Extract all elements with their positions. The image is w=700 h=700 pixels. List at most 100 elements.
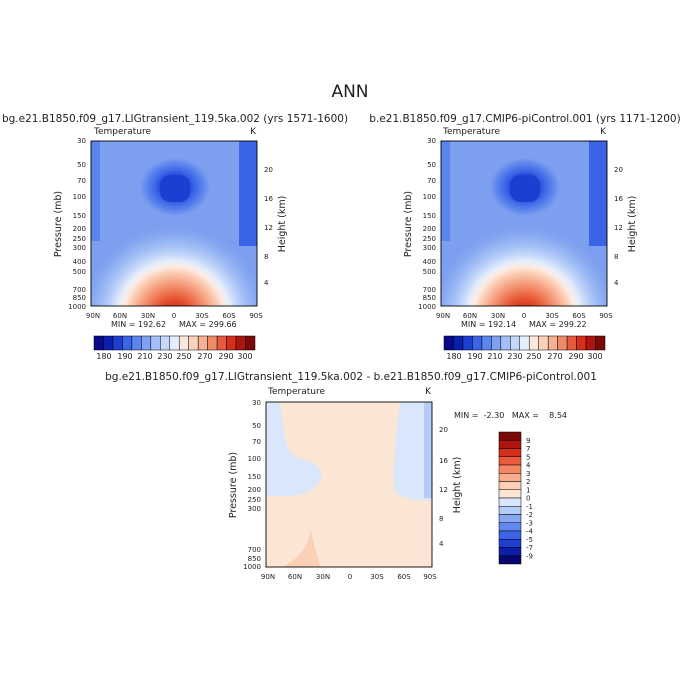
x-tick: 30S bbox=[370, 573, 384, 581]
y-tick: 250 bbox=[423, 235, 436, 243]
y-tick: 500 bbox=[73, 268, 86, 276]
y-tick: 200 bbox=[248, 486, 261, 494]
y-right-tick: 8 bbox=[614, 253, 618, 261]
colorbar-swatch bbox=[226, 335, 237, 351]
colorbar-label: 290 bbox=[568, 352, 583, 361]
y-axis-right-label: Height (km) bbox=[452, 457, 463, 514]
colorbar-label: 180 bbox=[446, 352, 461, 361]
x-tick: 90N bbox=[86, 312, 100, 320]
plot-area bbox=[265, 401, 433, 568]
colorbar-swatch bbox=[462, 335, 473, 351]
colorbar-label: -9 bbox=[526, 552, 533, 560]
y-axis-label: Pressure (mb) bbox=[228, 452, 239, 518]
colorbar-label: 270 bbox=[197, 352, 212, 361]
colorbar-swatch bbox=[498, 464, 522, 474]
y-tick: 700 bbox=[423, 286, 436, 294]
field-cold-center bbox=[510, 175, 540, 202]
colorbar-swatch bbox=[93, 335, 104, 351]
colorbar-label: -3 bbox=[526, 519, 533, 527]
y-tick: 70 bbox=[252, 438, 261, 446]
y-right-tick: 8 bbox=[439, 515, 443, 523]
colorbar-swatch bbox=[498, 522, 522, 532]
y-tick: 30 bbox=[427, 137, 436, 145]
field-negative-south bbox=[394, 402, 432, 501]
y-tick: 700 bbox=[73, 286, 86, 294]
colorbar bbox=[93, 335, 256, 351]
colorbar-label: -5 bbox=[526, 536, 533, 544]
y-tick: 300 bbox=[248, 505, 261, 513]
panel-3: bg.e21.B1850.f09_g17.LIGtransient_119.5k… bbox=[105, 371, 597, 581]
y-right-tick: 4 bbox=[614, 279, 619, 287]
colorbar-swatch bbox=[498, 555, 522, 565]
colorbar-swatch bbox=[510, 335, 521, 351]
panel-title: bg.e21.B1850.f09_g17.LIGtransient_119.5k… bbox=[2, 113, 348, 125]
colorbar-label: 210 bbox=[137, 352, 152, 361]
colorbar-swatch bbox=[595, 335, 606, 351]
x-tick: 30S bbox=[545, 312, 559, 320]
y-axis-right-label: Height (km) bbox=[277, 196, 288, 253]
colorbar-swatch bbox=[498, 440, 522, 449]
y-tick: 30 bbox=[252, 399, 261, 407]
colorbar-swatch bbox=[538, 335, 549, 351]
y-tick: 250 bbox=[73, 235, 86, 243]
y-tick: 200 bbox=[73, 225, 86, 233]
panel-1: bg.e21.B1850.f09_g17.LIGtransient_119.5k… bbox=[2, 113, 348, 361]
colorbar-swatch bbox=[498, 497, 522, 507]
y-right-tick: 4 bbox=[439, 540, 444, 548]
colorbar-label: 180 bbox=[96, 352, 111, 361]
colorbar-label: 4 bbox=[526, 462, 531, 470]
y-tick: 500 bbox=[423, 268, 436, 276]
x-tick: 90N bbox=[261, 573, 275, 581]
colorbar-swatch bbox=[557, 335, 568, 351]
colorbar-label: 190 bbox=[117, 352, 132, 361]
y-tick: 850 bbox=[423, 294, 436, 302]
colorbar-labels: 180 190 210 230 250 270 290 300 bbox=[96, 352, 252, 361]
colorbar-label: -2 bbox=[526, 511, 533, 519]
colorbar-swatch bbox=[245, 335, 256, 351]
colorbar-label: 290 bbox=[218, 352, 233, 361]
colorbar-swatch bbox=[500, 335, 511, 351]
x-tick: 90N bbox=[436, 312, 450, 320]
colorbar-label: 210 bbox=[487, 352, 502, 361]
colorbar-label: 230 bbox=[157, 352, 172, 361]
y-tick: 50 bbox=[252, 422, 261, 430]
colorbar-swatch bbox=[498, 547, 522, 556]
colorbar-label: 2 bbox=[526, 478, 530, 486]
y-tick: 1000 bbox=[418, 303, 436, 311]
y-right-tick: 8 bbox=[264, 253, 268, 261]
colorbar-label: 9 bbox=[526, 437, 530, 445]
x-ticks: 90N 60N 30N 0 30S 60S 90S bbox=[86, 312, 263, 320]
y-right-tick: 20 bbox=[439, 426, 448, 434]
colorbar-swatch bbox=[498, 539, 522, 548]
units-label: K bbox=[600, 127, 607, 137]
variable-label: Temperature bbox=[267, 387, 325, 397]
colorbar-swatch bbox=[150, 335, 161, 351]
y-ticks-right: 20 16 12 8 4 bbox=[614, 166, 623, 287]
colorbar-swatch bbox=[103, 335, 114, 351]
colorbar-label: 7 bbox=[526, 445, 530, 453]
y-tick: 150 bbox=[423, 212, 436, 220]
colorbar-label: -4 bbox=[526, 528, 534, 536]
colorbar-label: 250 bbox=[176, 352, 191, 361]
y-axis-label: Pressure (mb) bbox=[53, 191, 64, 257]
colorbar-swatch bbox=[131, 335, 142, 351]
x-tick: 60S bbox=[572, 312, 586, 320]
colorbar-swatch bbox=[498, 431, 522, 441]
colorbar-swatch bbox=[498, 489, 522, 499]
x-tick: 30N bbox=[141, 312, 155, 320]
colorbar-swatch bbox=[197, 335, 208, 351]
colorbar-swatch bbox=[472, 335, 483, 351]
y-tick: 100 bbox=[73, 193, 86, 201]
colorbar-swatch bbox=[481, 335, 492, 351]
y-tick: 100 bbox=[248, 455, 261, 463]
plot-border bbox=[90, 140, 258, 307]
y-tick: 850 bbox=[248, 555, 261, 563]
y-ticks-left: 30 50 70 100 150 200 250 300 400 500 700… bbox=[68, 137, 86, 311]
y-tick: 50 bbox=[427, 161, 436, 169]
colorbar-label: 230 bbox=[507, 352, 522, 361]
y-right-tick: 16 bbox=[264, 195, 273, 203]
colorbar-swatch bbox=[566, 335, 577, 351]
x-tick: 0 bbox=[522, 312, 526, 320]
